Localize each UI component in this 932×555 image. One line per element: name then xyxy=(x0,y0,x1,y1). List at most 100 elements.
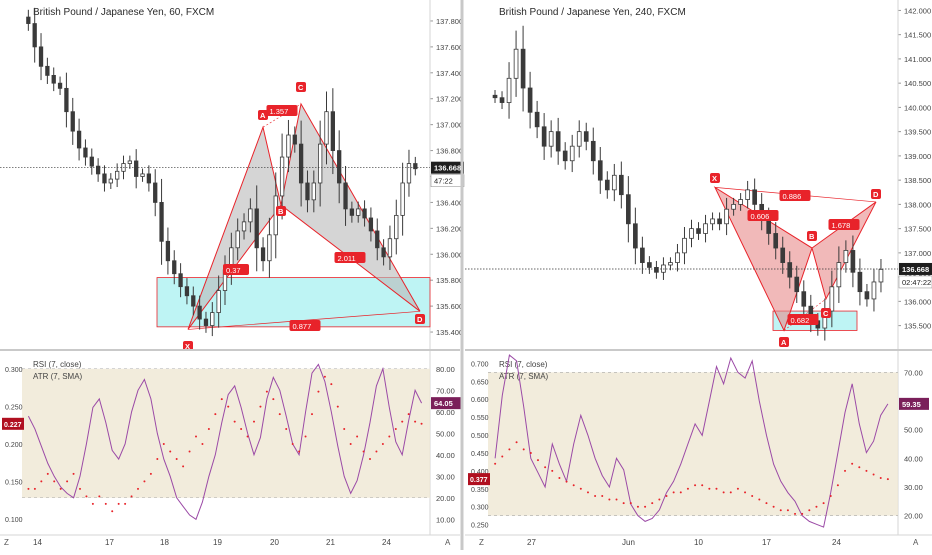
price-pane[interactable]: 142.000 141.500 141.000 140.500 140.000 139.5… xyxy=(465,0,932,535)
date-tick-label: Jun xyxy=(622,538,635,547)
atr-dot xyxy=(401,420,404,423)
atr-dot xyxy=(394,428,397,431)
current-price-tag[interactable] xyxy=(431,161,464,174)
rsi-value-tag[interactable] xyxy=(899,397,929,410)
pattern-point-marker[interactable] xyxy=(710,173,720,183)
candle-body xyxy=(387,238,393,258)
atr-value-tag[interactable] xyxy=(468,473,490,486)
rsi-tick-label: 40.00 xyxy=(436,451,455,460)
rsi-tick-label: 20.00 xyxy=(904,512,923,521)
pattern-ratio-marker[interactable] xyxy=(747,210,779,221)
rsi-tick-label: 40.00 xyxy=(904,454,923,463)
atr-dot xyxy=(851,462,854,465)
candle-body xyxy=(197,305,202,320)
candle-body xyxy=(241,221,247,232)
auto-scale-label[interactable]: A xyxy=(913,538,919,547)
pattern-ratio-marker[interactable] xyxy=(779,190,811,201)
atr-dot xyxy=(736,487,739,490)
candle-body xyxy=(394,214,399,240)
pattern-point-label: B xyxy=(278,207,284,216)
rsi-line[interactable] xyxy=(27,363,423,521)
atr-tick-label: 0.100 xyxy=(5,517,23,524)
rsi-tick-label: 20.00 xyxy=(436,494,455,503)
price-tick-label: 136.000 xyxy=(436,250,463,259)
atr-dot xyxy=(522,448,525,451)
atr-tick-label: 0.600 xyxy=(471,397,489,404)
rsi-tick-label: 60.00 xyxy=(436,408,455,417)
candle-body xyxy=(210,312,215,326)
date-tick-label: 19 xyxy=(213,538,222,547)
pattern-point-marker[interactable] xyxy=(415,314,425,324)
candle-body xyxy=(330,111,335,151)
rsi-pane[interactable]: 80.00 70.00 60.00 50.00 40.00 30.00 20.00 10.00… xyxy=(0,349,461,524)
atr-tick-label: 0.200 xyxy=(5,442,23,449)
right-chart-panel[interactable]: British Pound / Japanese Yen, 240, FXCM … xyxy=(465,0,932,550)
atr-tick-label: 0.250 xyxy=(5,405,23,412)
price-tick-label: 140.500 xyxy=(904,79,931,88)
atr-dot xyxy=(291,443,294,445)
pattern-ratio-marker[interactable] xyxy=(787,314,819,325)
date-axis[interactable]: 27 Jun 10 17 24 xyxy=(465,534,932,547)
pattern-point-marker[interactable] xyxy=(258,110,268,120)
pattern-point-marker[interactable] xyxy=(276,206,286,216)
atr-dot xyxy=(779,509,782,512)
left-chart-panel[interactable]: British Pound / Japanese Yen, 60, FXCM 1… xyxy=(0,0,465,550)
candle-body xyxy=(375,230,380,249)
pattern-ratio-label: 1.357 xyxy=(270,107,289,116)
atr-dot xyxy=(375,450,378,453)
date-tick-label: 24 xyxy=(382,538,391,547)
date-axis[interactable]: 14 17 18 19 20 21 24 xyxy=(0,534,460,547)
pattern-ratio-marker[interactable] xyxy=(289,320,321,331)
candle-body xyxy=(70,111,75,132)
pattern-ratio-marker[interactable] xyxy=(266,105,298,116)
candle-body xyxy=(311,182,316,201)
candle-body xyxy=(794,276,800,293)
price-tick-label: 135.400 xyxy=(436,328,463,337)
atr-dot xyxy=(420,422,423,425)
pattern-point-marker[interactable] xyxy=(779,337,789,347)
candle-body xyxy=(38,46,44,67)
atr-dot xyxy=(665,494,668,497)
candle-body xyxy=(178,273,183,288)
rsi-value-tag[interactable] xyxy=(431,397,461,410)
pattern-point-marker[interactable] xyxy=(296,82,306,92)
atr-dot xyxy=(829,494,832,497)
price-tick-label: 136.800 xyxy=(436,147,463,156)
pattern-point-marker[interactable] xyxy=(871,189,881,199)
pattern-ratio-marker[interactable] xyxy=(334,252,366,263)
atr-tick-label: 0.650 xyxy=(471,379,489,386)
atr-value: 0.377 xyxy=(470,477,488,484)
atr-value-tag[interactable] xyxy=(2,417,24,430)
atr-dot xyxy=(722,491,725,494)
atr-dot xyxy=(494,462,497,465)
atr-dot xyxy=(586,491,589,494)
candle-body xyxy=(356,208,361,216)
atr-dot xyxy=(629,502,632,505)
current-price-tag[interactable] xyxy=(899,262,932,275)
candle-body xyxy=(850,250,856,273)
axis-mode-label[interactable]: Z xyxy=(4,538,9,547)
rsi-pane[interactable]: 70.0060.0050.0040.0030.0020.000.7000.650… xyxy=(465,349,932,530)
pattern-ratio-marker[interactable] xyxy=(828,219,860,230)
candle-body xyxy=(710,218,715,225)
atr-dot xyxy=(253,420,255,423)
price-tick-label: 137.400 xyxy=(436,69,463,78)
atr-tick-label: 0.300 xyxy=(471,505,489,512)
atr-legend: ATR (7, SMA) xyxy=(33,372,83,381)
atr-dot xyxy=(98,495,101,498)
date-tick-label: 21 xyxy=(326,538,335,547)
candle-body xyxy=(146,173,152,184)
pattern-ratio-marker[interactable] xyxy=(223,264,249,275)
atr-dot xyxy=(529,451,532,454)
pattern-point-marker[interactable] xyxy=(183,341,193,351)
pattern-point-marker[interactable] xyxy=(807,231,817,241)
axis-mode-label[interactable]: Z xyxy=(479,538,484,547)
price-pane[interactable]: 137.800 137.600 137.400 137.200 137.000 136.8… xyxy=(0,0,465,535)
candle-body xyxy=(590,140,596,162)
rsi-line[interactable] xyxy=(494,354,889,528)
candle-body xyxy=(76,130,82,149)
pattern-point-marker[interactable] xyxy=(821,308,831,318)
atr-dot xyxy=(414,420,417,423)
atr-dot xyxy=(865,469,868,472)
auto-scale-label[interactable]: A xyxy=(445,538,451,547)
